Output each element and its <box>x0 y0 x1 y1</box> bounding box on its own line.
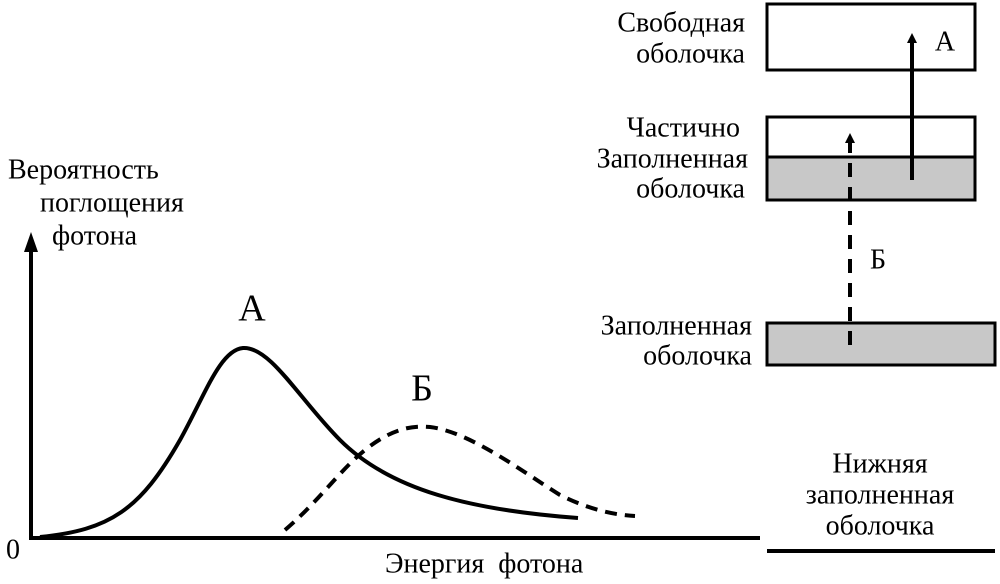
curve-label: А <box>238 288 266 330</box>
level-label: Заполненная <box>601 310 752 341</box>
filled-shell <box>765 321 997 367</box>
y-axis-arrow <box>24 232 38 252</box>
level-label: оболочка <box>643 340 752 371</box>
level-label: оболочка <box>636 38 745 69</box>
curve-label: Б <box>411 368 433 410</box>
free-shell <box>765 2 977 72</box>
y-axis-label: поглощения <box>40 187 184 218</box>
transition-label: А <box>935 26 956 57</box>
partial-fill <box>767 157 975 200</box>
transitions: А Б <box>845 26 956 345</box>
origin-label: 0 <box>6 534 20 565</box>
levels: Свободная оболочка Частично Заполненная … <box>597 2 997 553</box>
y-axis-label: фотона <box>52 220 138 251</box>
x-axis-label: Энергия фотона <box>385 548 584 579</box>
level-label: Заполненная <box>597 143 748 174</box>
level-label: оболочка <box>636 173 745 204</box>
y-axis-label: Вероятность <box>8 154 159 185</box>
level-label: Частично <box>627 112 740 143</box>
curve-a <box>39 345 579 539</box>
level-label: Нижняя <box>832 448 927 479</box>
level-label: заполненная <box>806 479 955 510</box>
level-label: Свободная <box>617 7 745 38</box>
level-label: оболочка <box>826 510 935 541</box>
graph: Вероятность поглощения фотона 0 Энергия … <box>6 154 760 579</box>
curve-b <box>283 424 636 532</box>
transition-label: Б <box>870 244 886 275</box>
